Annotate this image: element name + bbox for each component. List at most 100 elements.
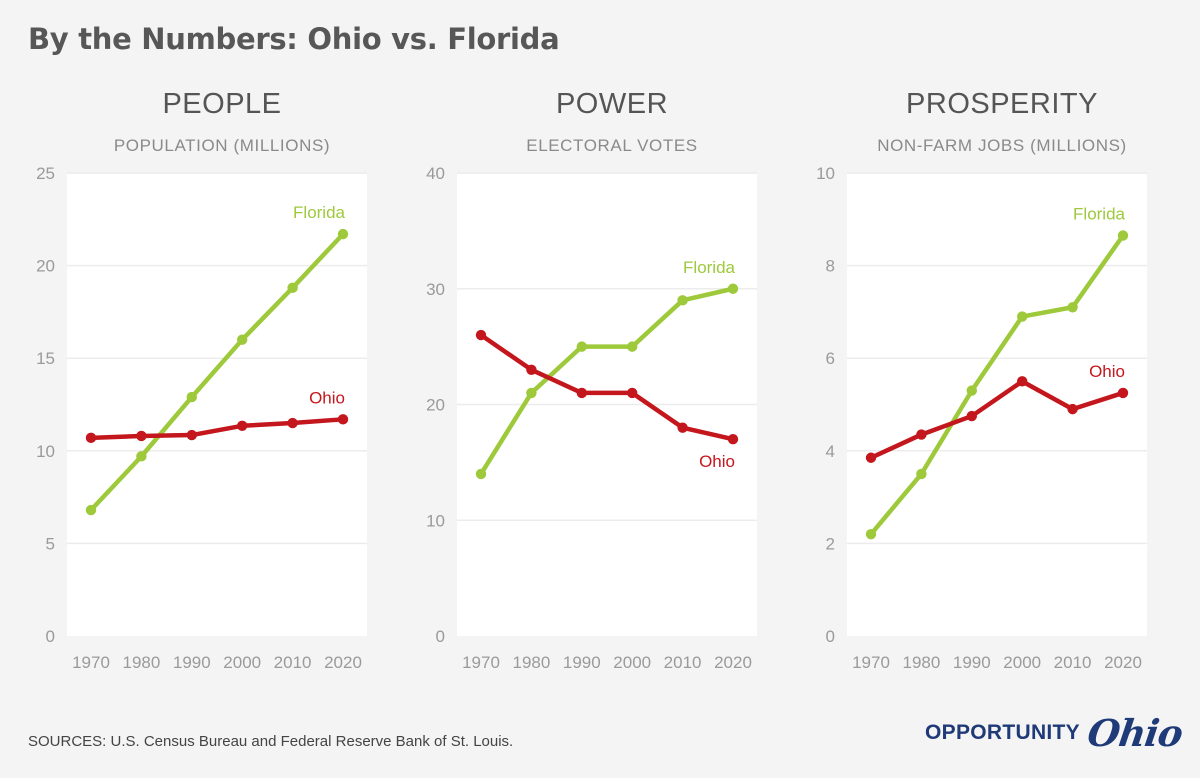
y-tick-label: 15	[36, 349, 55, 368]
x-tick-label: 2000	[1003, 653, 1041, 672]
data-point-florida	[287, 282, 298, 294]
data-point-ohio	[1017, 376, 1028, 387]
data-point-florida	[136, 451, 147, 462]
x-tick-label: 1970	[852, 653, 890, 672]
data-point-ohio	[966, 410, 977, 422]
data-point-florida	[966, 385, 977, 396]
chart-panel-prosperity: 0 2 4 6 8 10 1970 1980 1990 2000 2010 2020 Florida Oh…	[816, 164, 1147, 672]
brand-logo: OPPORTUNITY Ohio	[925, 708, 1185, 758]
panel-subtitle-people: POPULATION (MILLIONS)	[113, 136, 331, 155]
y-tick-label: 5	[46, 534, 55, 553]
data-point-florida	[1017, 311, 1028, 322]
y-tick-label: 10	[36, 442, 55, 461]
data-point-florida	[916, 468, 927, 480]
y-tick-label: 0	[826, 627, 835, 646]
series-line-ohio	[478, 332, 736, 442]
chart-panel-people: 0 5 10 15 20 25 1970 1980 1990 2000 2010 2020 Florid…	[36, 164, 367, 672]
y-tick-label: 30	[426, 280, 445, 299]
series-line-ohio	[88, 417, 346, 441]
x-tick-label: 1990	[173, 653, 211, 672]
y-tick-label: 4	[826, 442, 835, 461]
series-line-ohio	[868, 379, 1126, 460]
x-tick-label: 2020	[1104, 653, 1142, 672]
series-line-florida	[478, 286, 736, 477]
data-point-florida	[727, 283, 739, 294]
x-tick-label: 1970	[462, 653, 500, 672]
x-tick-label: 1970	[72, 653, 110, 672]
series-line-florida	[88, 231, 346, 513]
y-tick-label: 10	[816, 164, 835, 183]
data-point-florida	[677, 295, 688, 306]
data-point-ohio	[627, 387, 638, 399]
chart-panel-power: 0 10 20 30 40 1970 1980 1990 2000 2010 2020 Florida…	[426, 164, 757, 672]
x-tick-label: 2010	[274, 653, 312, 672]
data-point-ohio	[576, 387, 587, 399]
x-tick-label: 2010	[664, 653, 702, 672]
panel-subtitle-prosperity: NON-FARM JOBS (MILLIONS)	[877, 136, 1127, 155]
plot-area	[67, 173, 367, 636]
series-label-florida: Florida	[1073, 205, 1126, 224]
x-tick-label: 2000	[613, 653, 651, 672]
y-tick-label: 0	[46, 627, 55, 646]
data-point-ohio	[865, 452, 877, 463]
data-point-ohio	[287, 417, 298, 429]
data-point-ohio	[136, 430, 147, 442]
brand-script: Ohio	[1084, 711, 1185, 755]
data-point-florida	[337, 228, 349, 240]
x-tick-label: 1990	[953, 653, 991, 672]
x-tick-label: 1980	[512, 653, 550, 672]
data-point-florida	[865, 528, 877, 540]
x-tick-label: 1990	[563, 653, 601, 672]
plot-area	[847, 173, 1147, 636]
data-point-florida	[1067, 302, 1078, 313]
brand-word: OPPORTUNITY	[925, 721, 1080, 744]
panel-title-power: POWER	[555, 88, 669, 120]
data-point-florida	[237, 334, 248, 345]
x-tick-label: 1980	[902, 653, 940, 672]
data-point-ohio	[1117, 387, 1129, 399]
y-tick-label: 25	[36, 164, 55, 183]
data-point-florida	[475, 468, 487, 480]
y-tick-label: 20	[426, 396, 445, 415]
page-title: By the Numbers: Ohio vs. Florida	[28, 22, 560, 56]
sources-note: SOURCES: U.S. Census Bureau and Federal …	[28, 733, 514, 750]
panel-title-people: PEOPLE	[162, 88, 282, 120]
data-point-ohio	[475, 329, 487, 341]
data-point-ohio	[916, 429, 927, 440]
y-tick-label: 8	[826, 257, 835, 276]
x-tick-label: 2020	[324, 653, 362, 672]
data-point-florida	[627, 341, 638, 352]
y-tick-label: 20	[36, 257, 55, 276]
x-tick-label: 2020	[714, 653, 752, 672]
x-tick-label: 2010	[1054, 653, 1092, 672]
data-point-ohio	[85, 432, 97, 444]
data-point-florida	[576, 341, 587, 352]
data-point-ohio	[337, 414, 349, 425]
y-tick-label: 10	[426, 511, 445, 530]
series-label-ohio: Ohio	[309, 388, 345, 407]
y-tick-label: 2	[826, 534, 835, 553]
data-point-ohio	[186, 429, 197, 441]
y-tick-label: 6	[826, 349, 835, 368]
data-point-florida	[526, 387, 537, 399]
series-label-ohio: Ohio	[1089, 362, 1125, 381]
y-tick-label: 40	[426, 164, 445, 183]
data-point-florida	[85, 504, 97, 516]
series-line-florida	[868, 233, 1126, 537]
data-point-ohio	[1067, 403, 1078, 415]
data-point-ohio	[237, 420, 248, 431]
panel-title-prosperity: PROSPERITY	[906, 88, 1098, 120]
data-point-ohio	[526, 364, 537, 375]
x-tick-label: 1980	[122, 653, 160, 672]
panel-subtitle-power: ELECTORAL VOTES	[526, 136, 698, 155]
data-point-ohio	[727, 434, 739, 445]
data-point-florida	[1117, 230, 1129, 241]
y-tick-label: 0	[436, 627, 445, 646]
series-label-florida: Florida	[683, 258, 736, 277]
data-point-florida	[186, 391, 197, 403]
series-label-florida: Florida	[293, 203, 346, 222]
x-tick-label: 2000	[223, 653, 261, 672]
series-label-ohio: Ohio	[699, 452, 735, 471]
data-point-ohio	[677, 422, 688, 433]
